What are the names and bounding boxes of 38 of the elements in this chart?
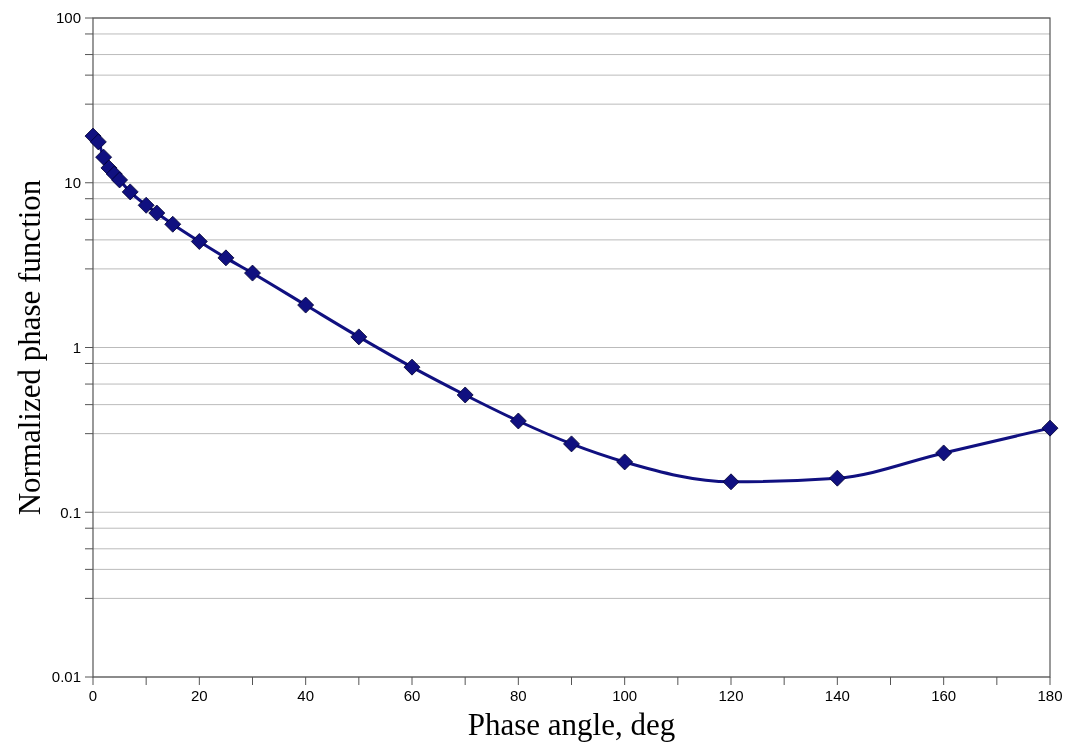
point [935,444,953,462]
point [1041,419,1059,437]
x-tick-label: 140 [824,687,850,704]
point [509,412,527,430]
point [111,171,128,189]
x-tick-label: 0 [88,687,98,704]
point [137,196,155,214]
y-tick-label: 0.01 [51,668,81,686]
point [350,328,368,346]
point [164,215,182,233]
x-tick-label: 20 [190,687,208,704]
point [722,473,740,491]
point [217,249,235,267]
x-tick-label: 60 [403,687,421,704]
x-axis-title: Phase angle, deg [467,707,676,742]
x-tick-label: 180 [1037,687,1063,704]
y-tick-label: 100 [55,9,81,27]
x-tick-label: 40 [297,687,315,704]
x-tick-label: 100 [612,687,638,704]
point [828,469,846,487]
point [190,233,208,250]
point [403,358,421,376]
y-tick-label: 10 [64,174,81,191]
point [148,204,166,222]
y-tick-label: 1 [72,338,81,356]
point [563,435,580,453]
point [456,386,474,404]
y-tick-label: 0.1 [60,503,81,521]
point [89,133,107,151]
y-axis-title: Normalized phase function [12,179,47,516]
point [95,148,113,166]
x-tick-label: 120 [718,687,744,704]
point [297,296,315,314]
x-tick-label: 80 [509,687,527,704]
point [244,264,261,282]
point [121,183,139,201]
point [616,453,634,471]
x-tick-label: 160 [931,687,957,704]
